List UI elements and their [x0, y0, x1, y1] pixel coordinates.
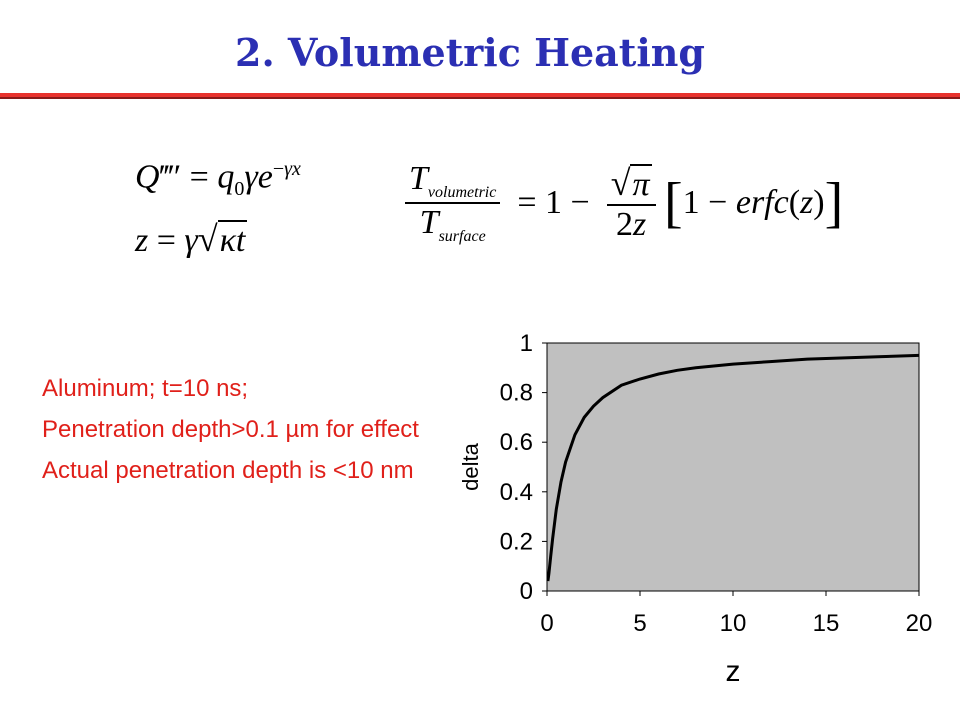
slide-title: 2. Volumetric Heating: [235, 30, 705, 75]
y-tick-label: 0.8: [500, 380, 533, 407]
x-tick-label: 10: [720, 610, 747, 637]
x-tick-label: 5: [633, 610, 646, 637]
temperature-ratio-equation: Tvolumetric Tsurface = 1 − √π 2z [1 − erfc…: [405, 160, 843, 246]
title-divider-shadow: [0, 97, 960, 99]
x-tick-label: 0: [540, 610, 553, 637]
y-tick-label: 0.6: [500, 429, 533, 456]
heat-source-equation: Q‴′ = q0γe−γx: [135, 158, 301, 201]
x-tick-label: 20: [906, 610, 933, 637]
y-tick-label: 0.2: [500, 528, 533, 555]
x-axis-label: z: [726, 655, 741, 688]
x-axis-ticks: 0 5 10 15 20: [540, 591, 932, 637]
x-tick-label: 15: [813, 610, 840, 637]
note-line: Actual penetration depth is <10 nm: [42, 457, 414, 484]
y-tick-label: 0: [520, 578, 533, 605]
y-axis-ticks: 0 0.2 0.4 0.6 0.8 1: [500, 330, 547, 605]
plot-area: [546, 342, 920, 592]
note-line: Aluminum; t=10 ns;: [42, 375, 249, 402]
notes-text-block: Aluminum; t=10 ns; Penetration depth>0.1…: [42, 374, 442, 497]
delta-vs-z-chart: 0 0.2 0.4 0.6 0.8 1 0 5 10 15 20 delta z: [458, 330, 932, 688]
y-tick-label: 0.4: [500, 479, 533, 506]
title-divider: [0, 93, 960, 97]
y-tick-label: 1: [520, 330, 533, 357]
z-definition-equation: z = γ√κt: [135, 219, 248, 259]
delta-curve: [546, 353, 920, 582]
y-axis-label: delta: [458, 442, 483, 490]
note-line: Penetration depth>0.1 µm for effect: [42, 416, 419, 443]
